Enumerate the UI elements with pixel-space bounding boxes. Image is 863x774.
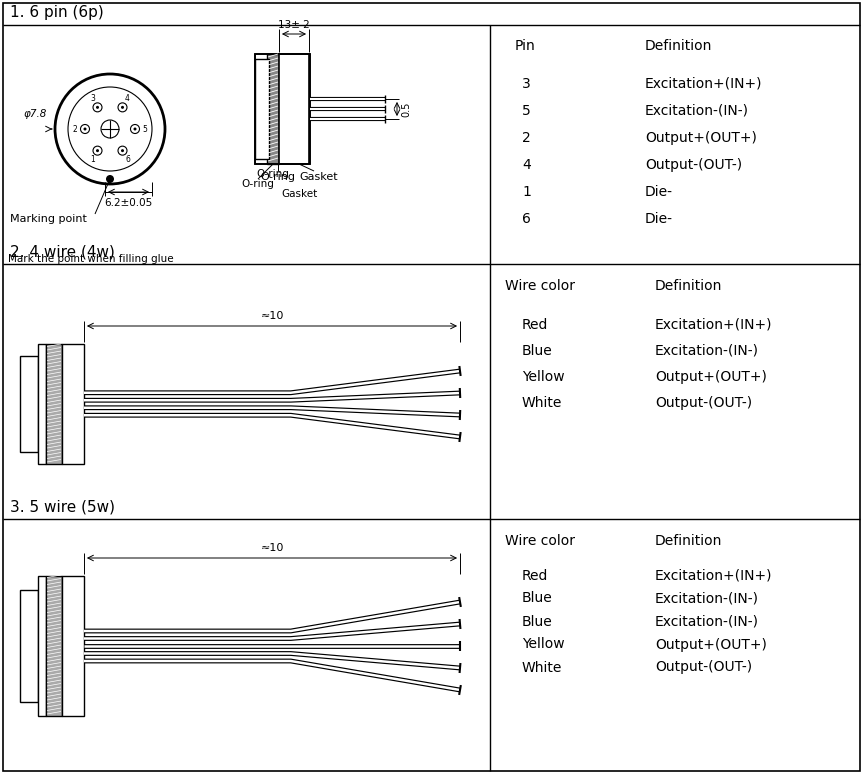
Text: Gasket: Gasket <box>299 172 338 182</box>
Text: O-ring: O-ring <box>242 179 274 189</box>
Text: Excitation+(IN+): Excitation+(IN+) <box>655 568 772 583</box>
Text: White: White <box>522 660 563 674</box>
Text: ≈10: ≈10 <box>261 543 284 553</box>
Circle shape <box>96 149 99 152</box>
Text: Excitation+(IN+): Excitation+(IN+) <box>655 318 772 332</box>
Circle shape <box>118 146 127 155</box>
Text: Wire color: Wire color <box>505 279 575 293</box>
Text: Excitation-(IN-): Excitation-(IN-) <box>645 104 749 118</box>
Text: Excitation+(IN+): Excitation+(IN+) <box>645 77 763 91</box>
Circle shape <box>121 149 124 152</box>
Text: Blue: Blue <box>522 591 552 605</box>
Text: Blue: Blue <box>522 615 552 628</box>
Bar <box>255 59 269 159</box>
Bar <box>279 54 309 164</box>
Text: 3: 3 <box>90 94 95 103</box>
Text: 2. 4 wire (4w): 2. 4 wire (4w) <box>10 245 115 259</box>
Text: 2: 2 <box>72 125 78 133</box>
Bar <box>255 54 310 164</box>
Bar <box>255 54 310 164</box>
Text: Output+(OUT+): Output+(OUT+) <box>655 370 767 384</box>
Text: Gasket: Gasket <box>280 189 317 199</box>
Bar <box>62 576 84 716</box>
Bar <box>267 54 279 164</box>
Bar <box>62 344 84 464</box>
Text: Definition: Definition <box>645 39 712 53</box>
Text: Excitation-(IN-): Excitation-(IN-) <box>655 344 759 358</box>
Text: 1: 1 <box>522 185 531 199</box>
Text: Wire color: Wire color <box>505 534 575 548</box>
Text: Die-: Die- <box>645 185 673 199</box>
Text: 5: 5 <box>522 104 531 118</box>
Text: O-ring: O-ring <box>256 169 289 179</box>
Text: Mark the point when filling glue: Mark the point when filling glue <box>8 254 173 264</box>
Text: ≈10: ≈10 <box>261 311 284 321</box>
Circle shape <box>93 146 102 155</box>
Text: 6.2±0.05: 6.2±0.05 <box>104 198 153 208</box>
Bar <box>46 344 62 464</box>
Bar <box>20 590 38 702</box>
Text: 5: 5 <box>142 125 148 133</box>
Circle shape <box>118 103 127 112</box>
Text: 1: 1 <box>90 155 95 164</box>
Text: Yellow: Yellow <box>522 370 564 384</box>
Text: O-ring: O-ring <box>261 172 295 182</box>
Text: Definition: Definition <box>655 279 722 293</box>
Text: Output-(OUT-): Output-(OUT-) <box>655 660 753 674</box>
Circle shape <box>93 103 102 112</box>
Circle shape <box>121 106 124 109</box>
Text: Output+(OUT+): Output+(OUT+) <box>645 131 757 145</box>
Bar <box>46 576 62 716</box>
Text: Yellow: Yellow <box>522 638 564 652</box>
Text: 6: 6 <box>522 212 531 226</box>
Text: Pin: Pin <box>515 39 536 53</box>
Text: φ7.8: φ7.8 <box>23 109 47 119</box>
Text: 3: 3 <box>522 77 531 91</box>
Text: Die-: Die- <box>645 212 673 226</box>
Text: Output-(OUT-): Output-(OUT-) <box>655 396 753 410</box>
Circle shape <box>134 128 136 131</box>
Text: 6: 6 <box>125 155 130 164</box>
Text: Red: Red <box>522 318 548 332</box>
Text: 0.5: 0.5 <box>401 101 411 117</box>
Bar <box>20 356 38 452</box>
Text: 4: 4 <box>125 94 130 103</box>
Text: Red: Red <box>522 568 548 583</box>
Text: 2: 2 <box>522 131 531 145</box>
Text: 4: 4 <box>522 158 531 172</box>
Circle shape <box>84 128 86 131</box>
Circle shape <box>106 175 114 183</box>
Circle shape <box>80 125 90 133</box>
Circle shape <box>130 125 140 133</box>
Text: Output-(OUT-): Output-(OUT-) <box>645 158 742 172</box>
Text: Excitation-(IN-): Excitation-(IN-) <box>655 591 759 605</box>
Text: Excitation-(IN-): Excitation-(IN-) <box>655 615 759 628</box>
Circle shape <box>96 106 99 109</box>
Text: Definition: Definition <box>655 534 722 548</box>
Text: Marking point: Marking point <box>10 214 87 224</box>
Bar <box>38 344 46 464</box>
Text: 3. 5 wire (5w): 3. 5 wire (5w) <box>10 499 115 515</box>
Text: Output+(OUT+): Output+(OUT+) <box>655 638 767 652</box>
Text: 13± 2: 13± 2 <box>278 20 310 30</box>
Bar <box>38 576 46 716</box>
Text: Blue: Blue <box>522 344 552 358</box>
Text: 1. 6 pin (6p): 1. 6 pin (6p) <box>10 5 104 19</box>
Text: White: White <box>522 396 563 410</box>
